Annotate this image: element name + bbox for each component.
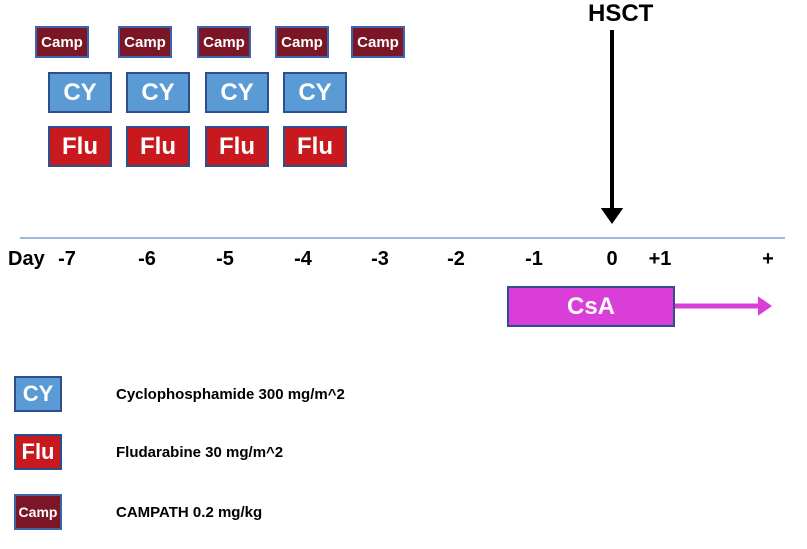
csa-arrow xyxy=(0,0,807,549)
legend-text-1: Fludarabine 30 mg/m^2 xyxy=(116,444,283,461)
legend-swatch-2: Camp xyxy=(14,494,62,530)
legend-swatch-0: CY xyxy=(14,376,62,412)
legend-text-2: CAMPATH 0.2 mg/kg xyxy=(116,504,262,521)
legend-text-0: Cyclophosphamide 300 mg/m^2 xyxy=(116,386,345,403)
legend-swatch-1: Flu xyxy=(14,434,62,470)
